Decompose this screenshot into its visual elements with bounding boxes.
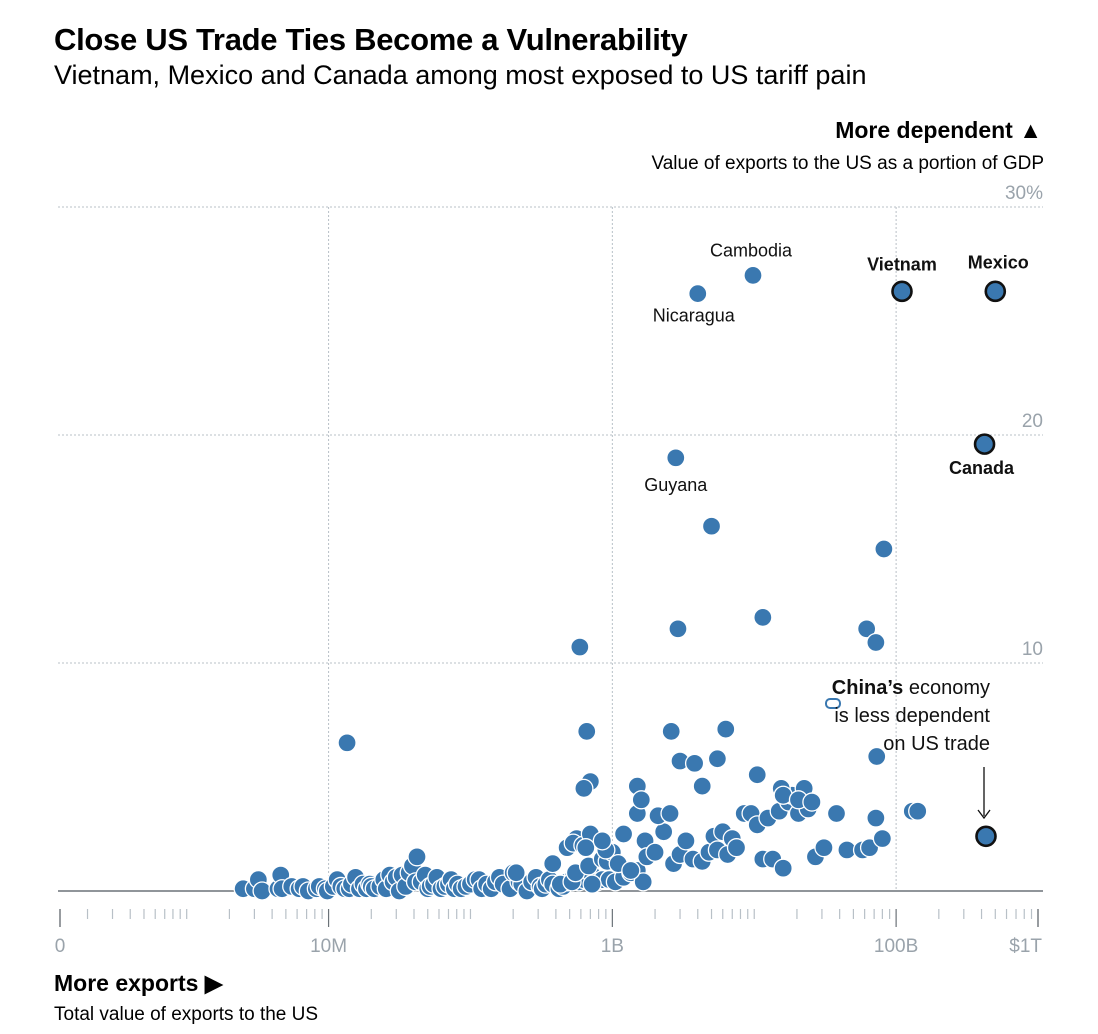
- country-point: [684, 753, 705, 773]
- country-point: [866, 808, 886, 828]
- china-arrow-head: [977, 809, 991, 820]
- country-point: [716, 719, 736, 739]
- y-tick-label: 10: [1022, 639, 1043, 660]
- china-point: [975, 825, 997, 848]
- country-point: [874, 539, 894, 559]
- vietnam-label: Vietnam: [867, 254, 937, 274]
- cambodia-label: Cambodia: [710, 240, 793, 260]
- chart-title: Close US Trade Ties Become a Vulnerabili…: [54, 22, 688, 57]
- china-annotation: China’s economy is less dependent on US …: [832, 677, 991, 820]
- country-point: [701, 516, 722, 536]
- guyana-point: [666, 448, 686, 468]
- country-point: [661, 721, 681, 742]
- china-note-rest: economy: [903, 677, 990, 699]
- mexico-label: Mexico: [968, 252, 1029, 272]
- country-point: [908, 801, 928, 821]
- country-point: [826, 803, 847, 824]
- x-tick-label: 10M: [310, 936, 347, 957]
- x-tick-label: 100B: [874, 936, 918, 957]
- point-labels: Vietnam Mexico Canada Cambodia Nicaragua Guya…: [644, 240, 1029, 494]
- canada-point: [973, 433, 996, 455]
- x-axis: [58, 890, 1043, 927]
- country-point: [802, 792, 822, 812]
- y-tick-labels: 10 20 30%: [1005, 183, 1043, 660]
- country-point: [582, 874, 602, 894]
- y-axis-heading: More dependent ▲: [835, 117, 1042, 143]
- y-tick-label: 30%: [1005, 183, 1043, 204]
- grid-layer: [58, 206, 1043, 891]
- china-note-line-2: is less dependent: [834, 705, 990, 727]
- country-point: [570, 637, 590, 657]
- country-point: [337, 733, 357, 753]
- china-note-marker: [825, 698, 841, 709]
- country-point: [747, 765, 767, 785]
- nicaragua-point: [688, 283, 708, 304]
- y-axis-description: Value of exports to the US as a portion …: [651, 153, 1044, 174]
- x-axis-description: Total value of exports to the US: [54, 1004, 319, 1025]
- country-point: [645, 842, 665, 862]
- country-point: [633, 872, 653, 892]
- country-point: [574, 778, 594, 799]
- country-point: [621, 860, 641, 881]
- country-point: [613, 824, 634, 844]
- data-points: [233, 265, 1007, 901]
- country-point: [668, 619, 688, 639]
- country-point: [753, 607, 773, 628]
- china-note-bold: China’s: [832, 677, 904, 699]
- country-point: [726, 838, 747, 858]
- country-point: [692, 776, 712, 796]
- country-point: [773, 858, 793, 878]
- country-point: [592, 831, 612, 851]
- country-point: [707, 749, 728, 769]
- canada-label: Canada: [949, 458, 1015, 478]
- country-point: [857, 619, 877, 639]
- country-point: [872, 828, 893, 849]
- cambodia-point: [743, 265, 763, 286]
- country-point: [577, 721, 597, 742]
- chart-subtitle: Vietnam, Mexico and Canada among most ex…: [54, 60, 867, 90]
- x-axis-heading: More exports ▶: [54, 970, 223, 996]
- x-tick-label: $1T: [1009, 936, 1042, 957]
- country-point: [631, 790, 651, 810]
- china-note-line-3: on US trade: [883, 733, 990, 755]
- x-tick-labels: 0 10M 1B 100B $1T: [55, 936, 1043, 957]
- country-point: [407, 847, 427, 867]
- country-point: [654, 822, 674, 842]
- mexico-point: [984, 280, 1007, 303]
- nicaragua-label: Nicaragua: [653, 306, 736, 326]
- guyana-label: Guyana: [644, 475, 708, 495]
- country-point: [576, 838, 596, 858]
- vietnam-point: [891, 280, 913, 303]
- country-point: [660, 803, 680, 824]
- country-point: [814, 838, 834, 858]
- country-point: [506, 863, 526, 883]
- china-note-line-1: China’s economy: [832, 677, 990, 699]
- country-point: [867, 746, 887, 767]
- country-point: [676, 831, 696, 851]
- x-tick-label: 0: [55, 936, 66, 957]
- country-point: [866, 632, 886, 653]
- y-tick-label: 20: [1022, 411, 1043, 432]
- country-point: [543, 853, 563, 874]
- x-tick-label: 1B: [601, 936, 624, 957]
- country-point: [252, 881, 272, 901]
